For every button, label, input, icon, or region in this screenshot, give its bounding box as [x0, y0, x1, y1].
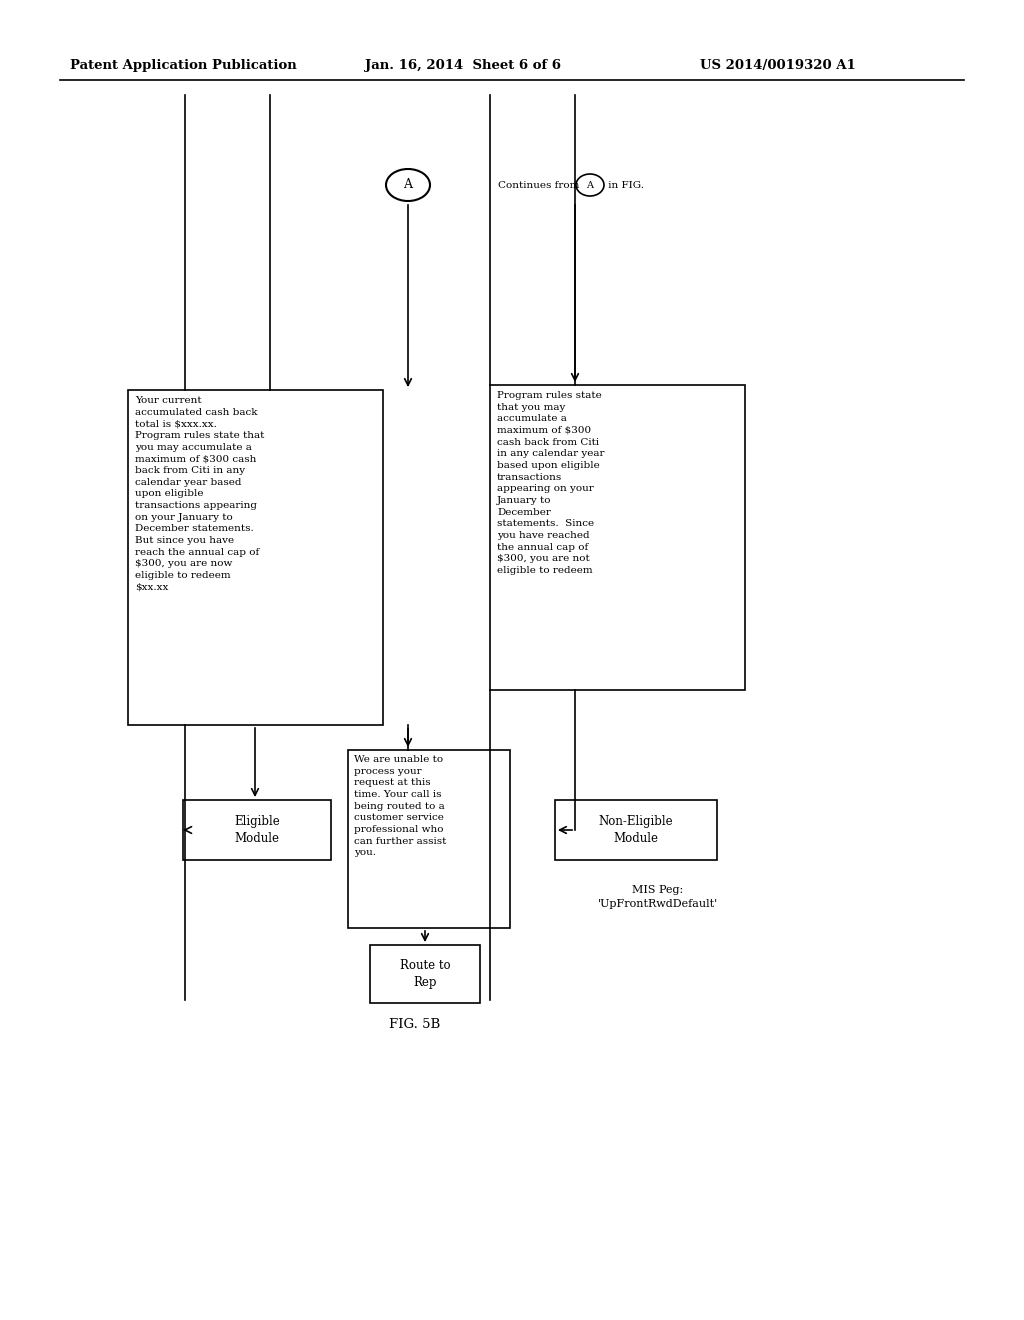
Text: Non-Eligible
Module: Non-Eligible Module [599, 814, 674, 845]
Text: Route to
Rep: Route to Rep [399, 960, 451, 989]
Text: Eligible
Module: Eligible Module [234, 814, 280, 845]
Text: US 2014/0019320 A1: US 2014/0019320 A1 [700, 58, 856, 71]
Text: FIG. 5B: FIG. 5B [389, 1019, 440, 1031]
Text: Program rules state
that you may
accumulate a
maximum of $300
cash back from Cit: Program rules state that you may accumul… [497, 391, 604, 576]
Text: MIS Peg:
'UpFrontRwdDefault': MIS Peg: 'UpFrontRwdDefault' [598, 886, 718, 908]
Bar [183, 800, 331, 861]
Text: Patent Application Publication: Patent Application Publication [70, 58, 297, 71]
Bar [348, 750, 510, 928]
Text: Continues from: Continues from [498, 181, 580, 190]
Text: A: A [403, 178, 413, 191]
Bar [370, 945, 480, 1003]
Bar [128, 389, 383, 725]
Text: Jan. 16, 2014  Sheet 6 of 6: Jan. 16, 2014 Sheet 6 of 6 [365, 58, 561, 71]
Text: Your current
accumulated cash back
total is $xxx.xx.
Program rules state that
yo: Your current accumulated cash back total… [135, 396, 264, 591]
Bar [490, 385, 745, 690]
Text: in FIG.: in FIG. [605, 181, 644, 190]
Bar [555, 800, 717, 861]
Text: We are unable to
process your
request at this
time. Your call is
being routed to: We are unable to process your request at… [354, 755, 446, 857]
Text: A: A [587, 181, 594, 190]
